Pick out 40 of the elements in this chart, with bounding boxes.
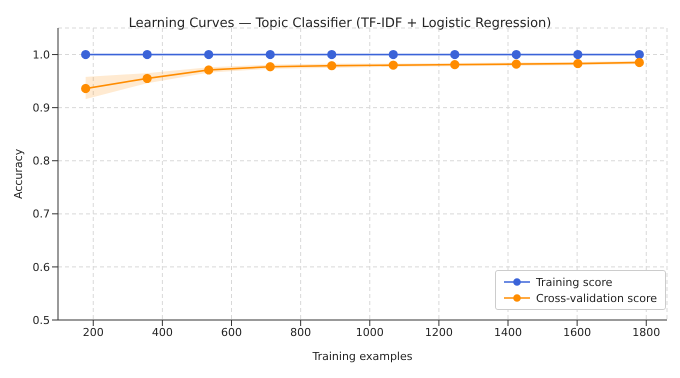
legend-label: Training score <box>536 276 612 288</box>
point <box>204 65 214 75</box>
point <box>450 50 460 60</box>
y-tick-label: 1.0 <box>32 48 50 62</box>
y-tick-label: 0.8 <box>32 154 50 168</box>
y-tick-label: 0.5 <box>32 314 50 327</box>
point <box>142 50 152 60</box>
point <box>204 50 214 60</box>
point <box>327 50 336 60</box>
point <box>142 74 152 84</box>
point <box>634 58 644 68</box>
x-tick-label: 1000 <box>356 326 384 339</box>
x-tick-label: 200 <box>82 326 104 339</box>
x-tick-label: 1600 <box>563 326 592 339</box>
point <box>81 84 90 94</box>
point <box>81 50 90 60</box>
legend-label: Cross-validation score <box>536 292 657 304</box>
y-tick-label: 0.6 <box>32 260 50 274</box>
point <box>573 58 582 68</box>
point <box>573 50 582 60</box>
x-tick-label: 1800 <box>632 326 660 339</box>
point <box>388 50 398 60</box>
x-tick-label: 400 <box>152 326 173 339</box>
point <box>634 50 644 60</box>
y-axis-title: Accuracy <box>12 148 25 199</box>
x-tick-label: 800 <box>290 326 312 339</box>
point <box>388 60 398 70</box>
x-tick-label: 1400 <box>494 326 522 339</box>
point <box>512 50 521 60</box>
point <box>266 50 275 60</box>
y-tick-label: 0.9 <box>32 102 50 115</box>
point <box>450 60 460 70</box>
point <box>327 61 336 70</box>
point <box>512 60 521 69</box>
x-axis-title: Training examples <box>312 350 413 363</box>
x-tick-label: 600 <box>221 326 242 339</box>
y-tick-label: 0.7 <box>32 208 50 221</box>
x-tick-label: 1200 <box>424 326 453 339</box>
point <box>266 62 275 72</box>
chart-title: Learning Curves — Topic Classifier (TF-IDF + Logistic Regression) <box>128 16 552 31</box>
